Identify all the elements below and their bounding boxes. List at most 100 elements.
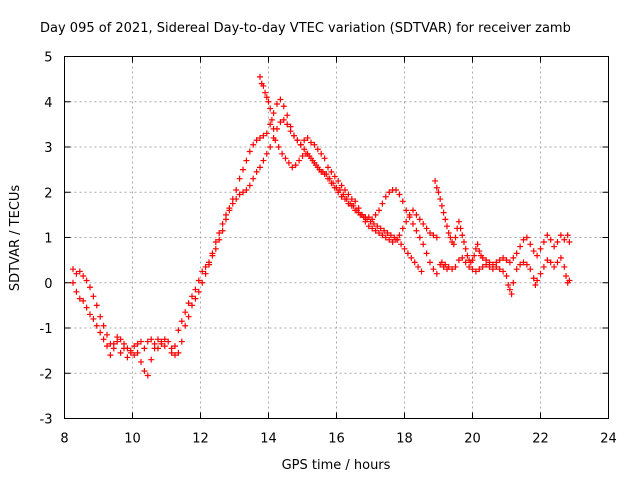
data-point <box>437 196 444 203</box>
data-point <box>333 184 340 191</box>
data-point <box>155 345 161 352</box>
data-point <box>500 254 507 261</box>
data-point <box>257 134 263 141</box>
data-point <box>280 116 287 123</box>
data-point <box>379 232 386 239</box>
data-point <box>547 259 554 266</box>
data-point <box>438 202 445 209</box>
data-point <box>386 189 393 196</box>
data-point <box>294 137 301 144</box>
data-point <box>345 191 352 198</box>
data-point <box>343 196 350 203</box>
data-point <box>510 279 517 286</box>
data-point <box>182 322 189 329</box>
data-point <box>496 257 503 264</box>
data-point <box>379 200 386 207</box>
data-point <box>447 234 454 241</box>
data-point <box>335 177 342 184</box>
y-tick-label: 4 <box>44 96 52 111</box>
y-tick-label: -1 <box>40 322 53 337</box>
data-point <box>513 266 520 273</box>
x-tick-label: 12 <box>192 432 209 447</box>
data-point <box>284 121 291 128</box>
data-point <box>70 266 76 273</box>
data-point <box>199 268 206 275</box>
data-point <box>250 175 257 182</box>
data-point <box>532 282 539 289</box>
data-point <box>517 243 524 250</box>
data-point <box>527 266 534 273</box>
y-tick-label: 5 <box>44 51 52 66</box>
data-point <box>178 338 185 345</box>
data-point <box>415 263 422 270</box>
data-point <box>410 220 416 227</box>
data-point <box>223 216 229 223</box>
data-point <box>319 168 326 175</box>
data-point <box>172 352 178 359</box>
data-point <box>275 144 282 150</box>
data-point <box>442 261 449 268</box>
data-point <box>336 186 343 193</box>
data-point <box>554 259 561 266</box>
data-point <box>257 73 263 80</box>
data-point <box>352 198 359 205</box>
data-point <box>403 207 410 214</box>
data-point <box>544 257 551 264</box>
data-point <box>195 277 202 284</box>
data-point <box>90 293 97 300</box>
data-point <box>353 207 360 214</box>
data-point <box>520 259 527 266</box>
data-point <box>404 250 411 257</box>
data-point <box>423 250 430 257</box>
data-point <box>399 225 406 232</box>
data-point <box>270 125 277 132</box>
data-point <box>365 223 372 230</box>
data-point <box>537 270 544 277</box>
data-point <box>302 150 309 157</box>
data-point <box>199 279 206 286</box>
data-point <box>370 220 377 227</box>
data-point <box>127 349 134 356</box>
data-point <box>321 155 328 162</box>
data-point <box>141 367 148 374</box>
data-point <box>348 196 355 203</box>
data-point <box>411 259 418 266</box>
data-point <box>148 356 155 363</box>
data-point <box>73 288 80 295</box>
data-point <box>175 349 182 356</box>
data-point <box>537 245 544 252</box>
y-tick-label: 2 <box>44 186 52 201</box>
data-point <box>138 338 144 345</box>
data-point <box>161 343 168 350</box>
data-point <box>292 162 299 169</box>
data-point <box>384 229 391 236</box>
y-tick-label: 3 <box>44 141 52 156</box>
data-point <box>540 239 547 246</box>
data-point <box>403 218 410 225</box>
data-point <box>178 318 185 325</box>
data-point <box>376 207 382 214</box>
data-point <box>340 191 347 198</box>
data-point <box>175 327 182 334</box>
data-point <box>185 313 192 320</box>
data-point <box>399 198 406 205</box>
data-point <box>236 191 243 198</box>
data-point <box>168 349 175 356</box>
data-point <box>192 286 199 293</box>
data-point <box>342 186 348 193</box>
data-point <box>433 184 440 191</box>
data-point <box>461 239 467 246</box>
data-point <box>304 134 311 141</box>
data-point <box>87 284 93 291</box>
data-point <box>360 214 367 221</box>
data-point <box>396 191 403 198</box>
data-point <box>267 121 274 128</box>
data-point <box>350 202 357 209</box>
data-point <box>347 200 354 207</box>
data-point <box>396 232 403 239</box>
data-point <box>131 352 138 359</box>
data-point <box>311 141 318 148</box>
data-point <box>423 225 430 232</box>
data-point <box>377 225 384 232</box>
